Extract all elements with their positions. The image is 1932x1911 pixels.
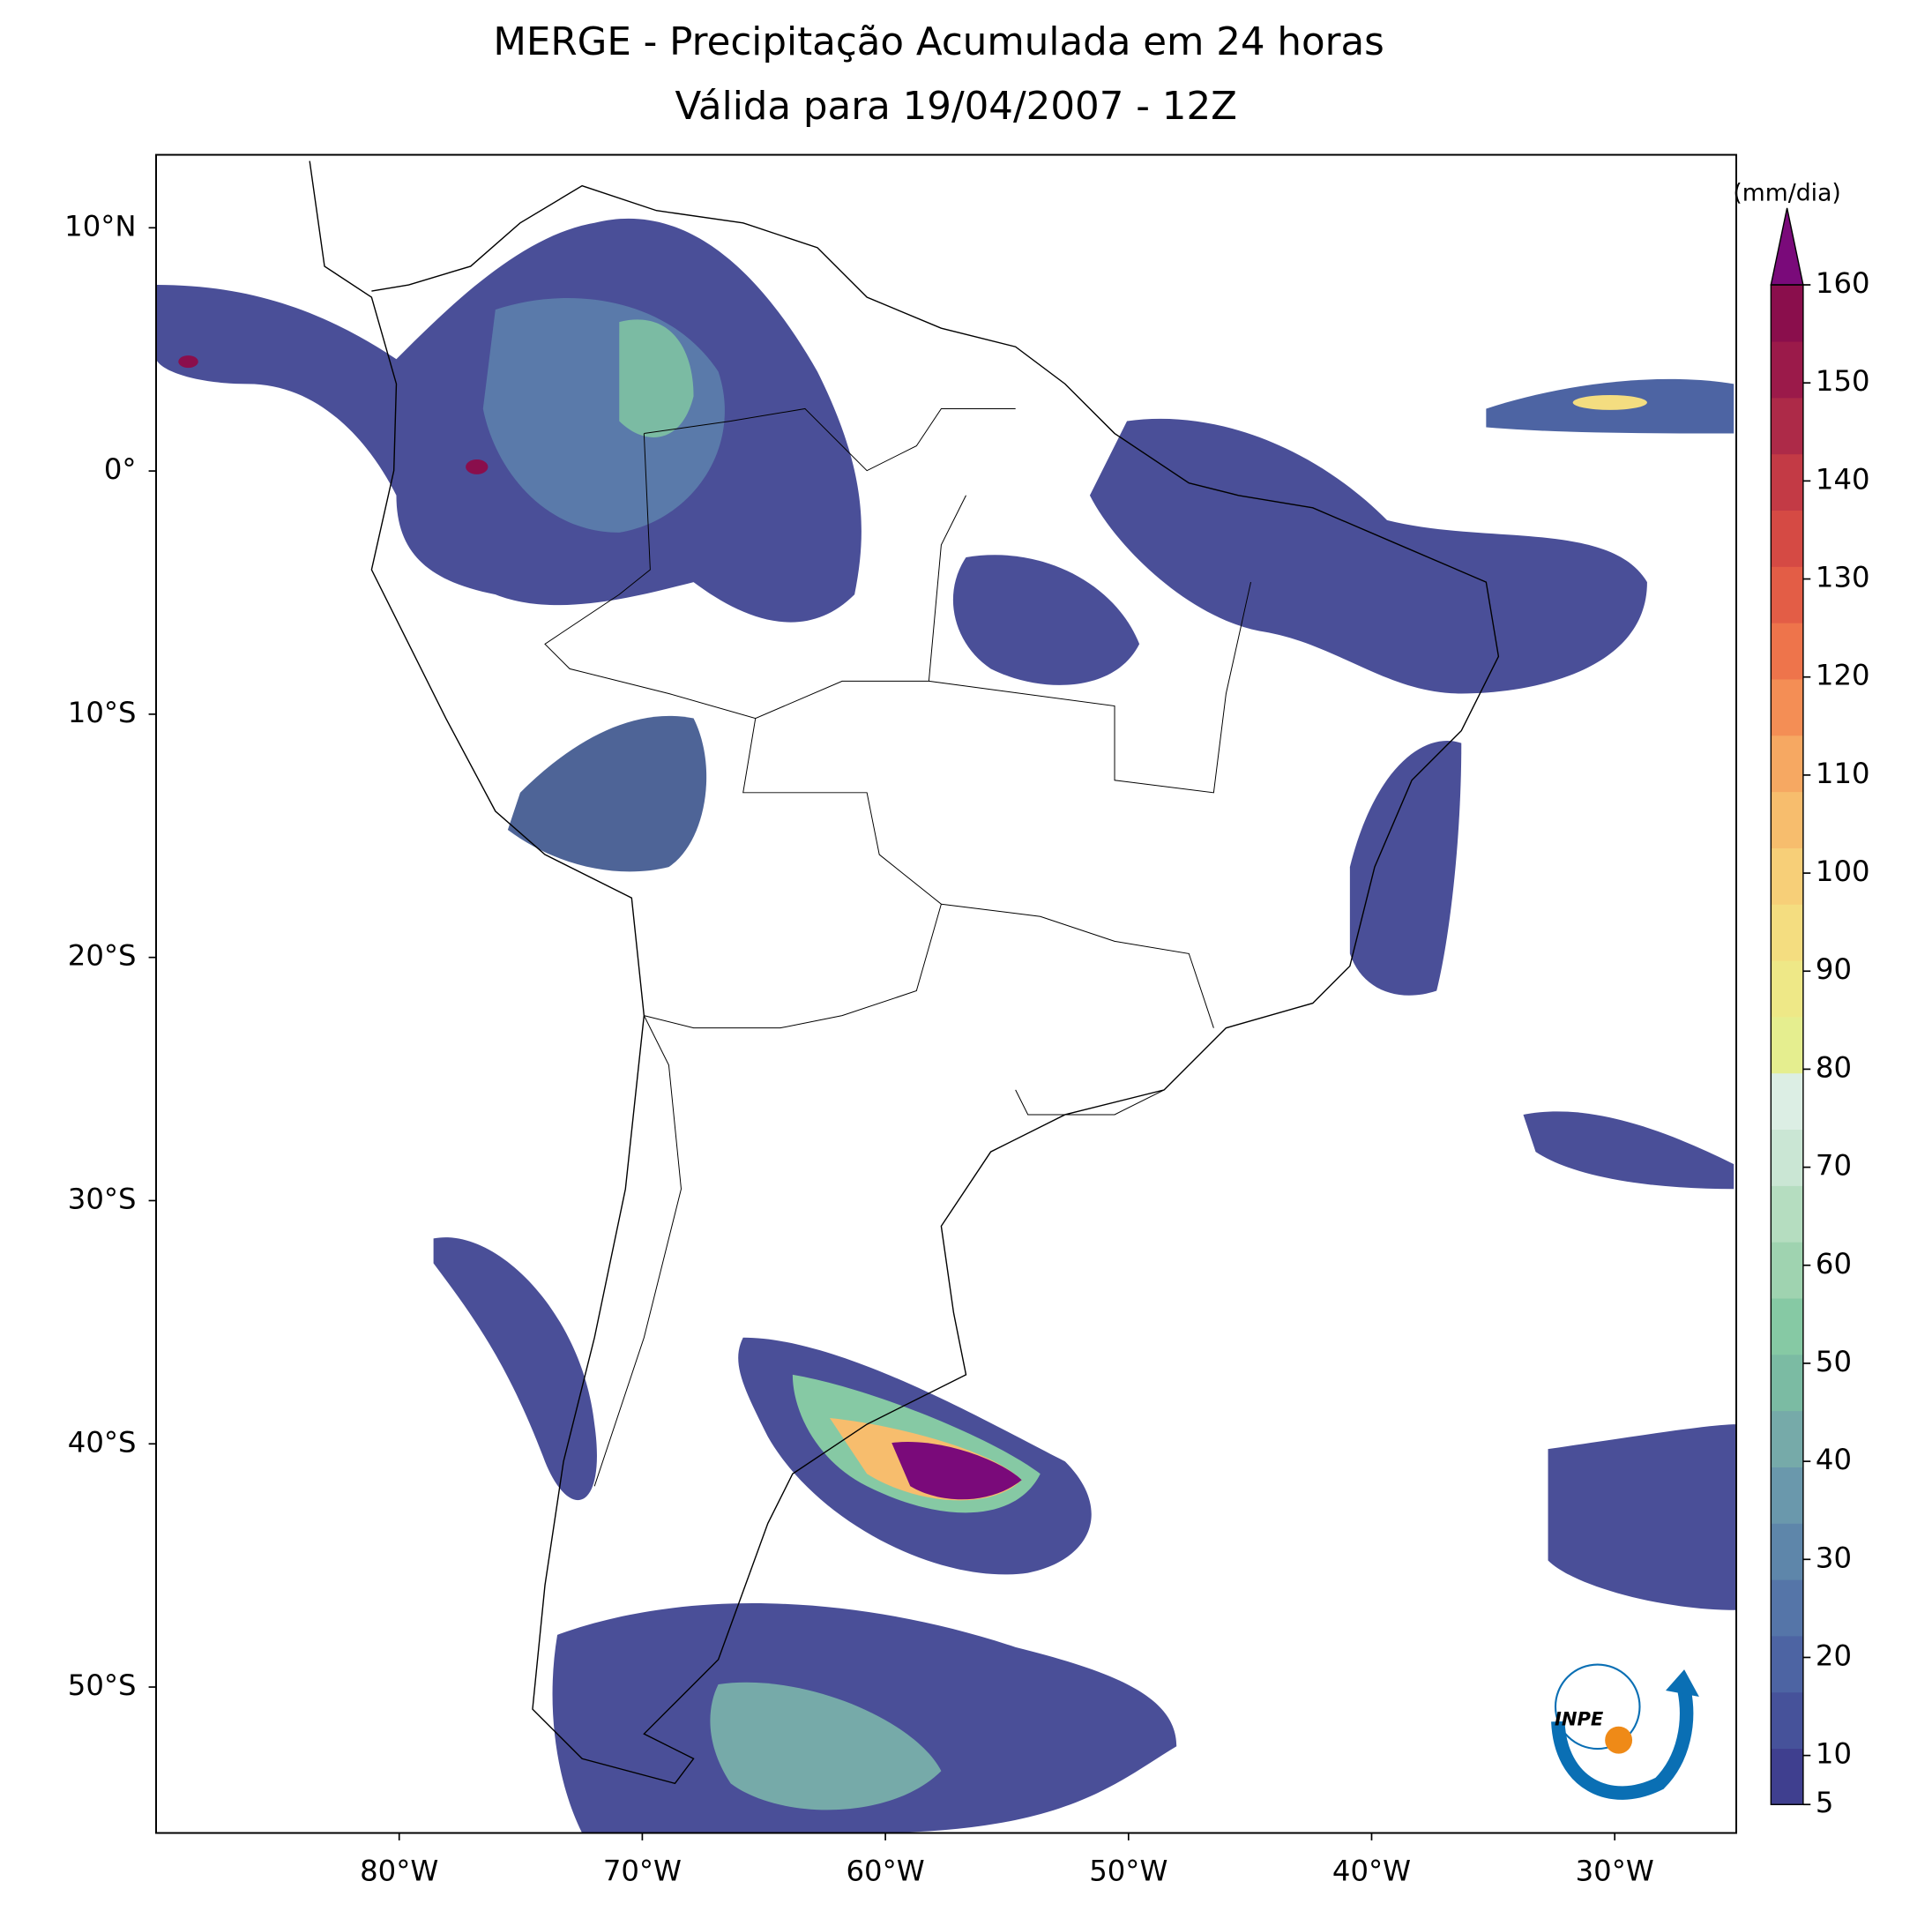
x-tick-label: 50°W (1089, 1854, 1167, 1887)
colorbar-tick-label: 100 (1816, 855, 1870, 888)
colorbar-tick-label: 20 (1816, 1639, 1852, 1672)
colorbar-band (1771, 847, 1803, 905)
colorbar-band (1771, 1635, 1803, 1693)
colorbar-band (1771, 1072, 1803, 1131)
y-tick-label: 10°N (64, 209, 136, 243)
x-tick-label: 80°W (360, 1854, 438, 1887)
colorbar-band (1771, 1410, 1803, 1467)
map-frame (155, 153, 1738, 1834)
x-tick-label: 60°W (847, 1854, 925, 1887)
colorbar-band (1771, 1016, 1803, 1074)
y-tick-label: 40°S (68, 1425, 137, 1459)
colorbar-band (1771, 1129, 1803, 1186)
colorbar-frame (1770, 284, 1804, 1805)
colorbar-tick-label: 80 (1816, 1050, 1852, 1084)
colorbar-band (1771, 959, 1803, 1018)
colorbar-band (1771, 397, 1803, 455)
x-tick-label: 40°W (1332, 1854, 1411, 1887)
colorbar-band (1771, 1579, 1803, 1637)
colorbar-tick-label: 110 (1816, 757, 1870, 790)
colorbar-tick-label: 150 (1816, 364, 1870, 398)
colorbar-band (1771, 1748, 1803, 1805)
colorbar-tick-label: 10 (1816, 1737, 1852, 1771)
colorbar-band (1771, 285, 1803, 342)
map-area (156, 160, 1737, 1833)
title-line: Válida para 19/04/2007 - 12Z (675, 85, 1237, 129)
colorbar-band (1771, 510, 1803, 567)
colorbar-band (1771, 1297, 1803, 1355)
colorbar-band (1771, 678, 1803, 736)
colorbar-band (1771, 1354, 1803, 1412)
title-line: MERGE - Precipitação Acumulada em 24 hor… (493, 20, 1384, 64)
colorbar-band (1771, 1241, 1803, 1299)
colorbar-band (1771, 566, 1803, 623)
colorbar-extend (1770, 207, 1804, 286)
logo: INPE (1551, 1663, 1699, 1800)
colorbar-band (1771, 791, 1803, 848)
colorbar-band (1771, 1467, 1803, 1524)
colorbar-tick-label: 30 (1816, 1541, 1852, 1574)
colorbar-tick-label: 50 (1816, 1345, 1852, 1378)
colorbar-tick-label: 60 (1816, 1247, 1852, 1280)
logo-text: INPE (1555, 1707, 1604, 1729)
coastline (309, 160, 1500, 1785)
colorbar-tick-label: 120 (1816, 659, 1870, 692)
y-tick-label: 10°S (68, 696, 137, 729)
colorbar-tick-label: 70 (1816, 1149, 1852, 1183)
colorbar-tick-label: 90 (1816, 952, 1852, 986)
colorbar-band (1771, 1691, 1803, 1750)
x-tick-label: 70°W (603, 1854, 682, 1887)
colorbar-tick-label: 140 (1816, 462, 1870, 496)
y-tick-label: 20°S (68, 939, 137, 973)
y-tick-label: 50°S (68, 1668, 137, 1702)
colorbar-tick-label: 40 (1816, 1443, 1852, 1476)
colorbar-band (1771, 453, 1803, 511)
y-tick-label: 30°S (68, 1182, 137, 1215)
colorbar-band (1771, 904, 1803, 961)
x-tick-label: 30°W (1576, 1854, 1654, 1887)
colorbar-band (1771, 1185, 1803, 1243)
y-tick-label: 0° (104, 452, 137, 486)
precipitation-field (156, 218, 1737, 1833)
colorbar-band (1771, 622, 1803, 680)
colorbar-tick-label: 5 (1816, 1786, 1834, 1819)
colorbar-tick-label: 160 (1816, 266, 1870, 300)
colorbar: 5 10 20 30 40 50 60 70 80 90 100 110 120 130 140 150 160 (1770, 207, 1870, 1819)
colorbar-band (1771, 735, 1803, 793)
colorbar-band (1771, 340, 1803, 399)
colorbar-band (1771, 1523, 1803, 1580)
colorbar-label: (mm/dia) (1733, 180, 1840, 207)
colorbar-tick-label: 130 (1816, 561, 1870, 594)
country-border (544, 407, 1251, 1487)
